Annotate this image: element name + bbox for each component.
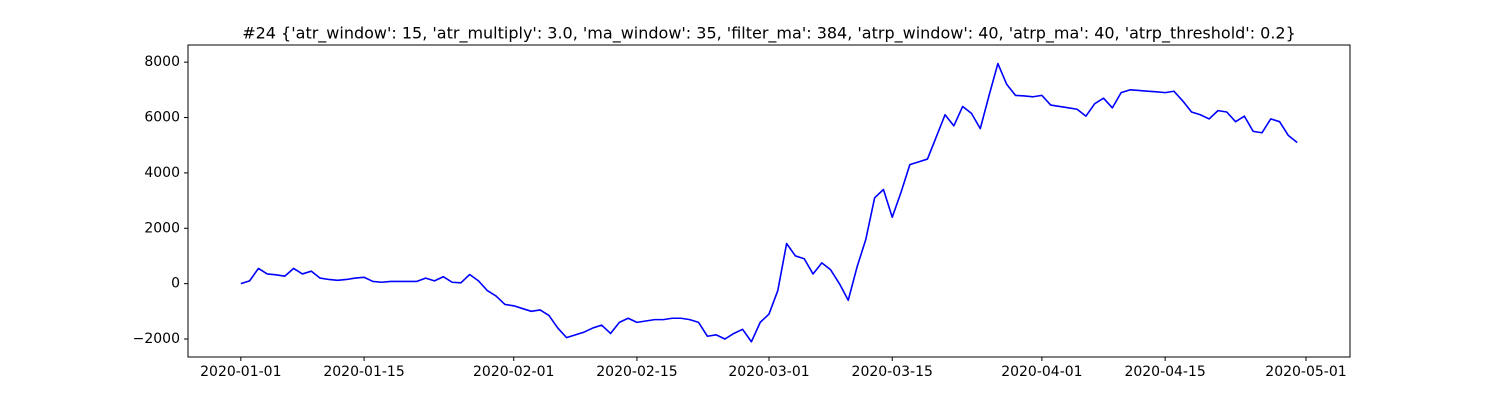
x-tick-label: 2020-01-01 [200,364,281,380]
y-tick-label: 0 [171,276,180,292]
x-tick-label: 2020-05-01 [1265,364,1346,380]
x-tick-label: 2020-02-15 [596,364,677,380]
y-tick-label: 4000 [144,165,180,181]
y-tick-label: 6000 [144,110,180,126]
y-tick-label: 2000 [144,220,180,236]
plot-frame [187,44,1351,358]
y-tick-label: −2000 [133,331,180,347]
x-tick-label: 2020-04-01 [1001,364,1082,380]
x-tick-label: 2020-03-01 [728,364,809,380]
x-tick-label: 2020-04-15 [1124,364,1205,380]
y-tick-label: 8000 [144,54,180,70]
x-tick-label: 2020-02-01 [473,364,554,380]
x-tick-label: 2020-01-15 [323,364,404,380]
line-series [240,62,1298,343]
x-tick-label: 2020-03-15 [852,364,933,380]
chart-title: #24 {'atr_window': 15, 'atr_multiply': 3… [242,24,1296,44]
